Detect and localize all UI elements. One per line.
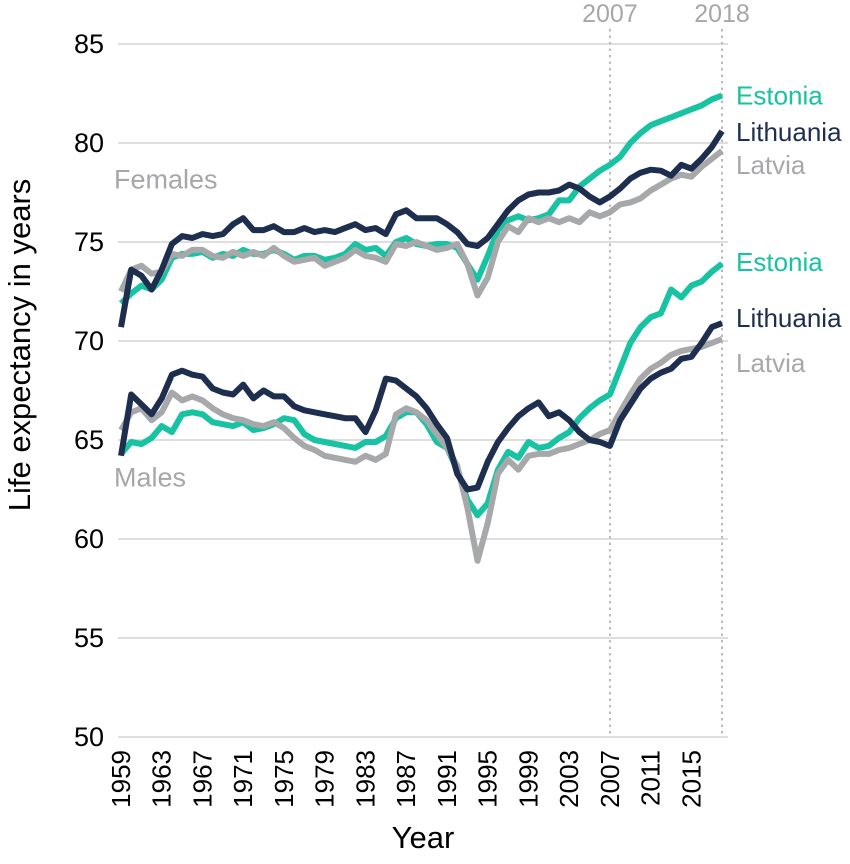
y-tick-label-75: 75 (74, 227, 104, 257)
line-females-latvia (118, 148, 724, 299)
x-tick-label-1991: 1991 (432, 750, 462, 808)
x-tick-label-2007: 2007 (595, 750, 625, 808)
line-males-latvia (118, 336, 724, 564)
x-tick-label-1975: 1975 (269, 750, 299, 808)
axis-labels-layer: 50 55 60 65 70 75 80 85 1959 1963 1967 1971 1975 1979… (74, 29, 706, 808)
y-tick-label-65: 65 (74, 425, 104, 455)
x-tick-label-1999: 1999 (513, 750, 543, 808)
series-label-females-latvia: Latvia (736, 150, 806, 180)
x-tick-label-1971: 1971 (228, 750, 258, 808)
y-tick-label-85: 85 (74, 29, 104, 59)
y-tick-label-70: 70 (74, 326, 104, 356)
line-males-lithuania (118, 320, 724, 493)
x-tick-label-2015: 2015 (676, 750, 706, 808)
x-tick-label-2011: 2011 (636, 750, 666, 806)
x-tick-label-2003: 2003 (554, 750, 584, 808)
y-axis-title: Life expectancy in years (2, 179, 37, 512)
reference-label-2007: 2007 (582, 0, 638, 28)
group-label-males: Males (114, 463, 186, 493)
reference-label-2018: 2018 (694, 0, 750, 28)
series-label-females-estonia: Estonia (736, 80, 823, 110)
y-tick-label-80: 80 (74, 128, 104, 158)
annotations-layer: 2007 2018FemalesEstoniaLatviaLithuaniaMal… (114, 0, 842, 493)
series-label-males-lithuania: Lithuania (736, 303, 842, 333)
y-tick-label-55: 55 (74, 623, 104, 653)
group-label-females: Females (114, 165, 218, 195)
y-tick-label-50: 50 (74, 722, 104, 752)
x-axis-title: Year (392, 820, 455, 855)
x-tick-label-1995: 1995 (473, 750, 503, 808)
x-tick-label-1967: 1967 (187, 750, 217, 808)
series-label-females-lithuania: Lithuania (736, 117, 842, 147)
x-tick-label-1963: 1963 (147, 750, 177, 808)
y-tick-label-60: 60 (74, 524, 104, 554)
line-females-lithuania (118, 129, 725, 328)
series-label-males-estonia: Estonia (736, 247, 823, 277)
x-tick-label-1983: 1983 (350, 750, 380, 808)
x-tick-label-1959: 1959 (106, 750, 136, 808)
series-lines-layer (118, 92, 725, 564)
series-label-males-latvia: Latvia (736, 348, 806, 378)
x-tick-label-1987: 1987 (391, 750, 421, 808)
reference-lines-layer (608, 29, 723, 737)
x-tick-label-1979: 1979 (310, 750, 340, 808)
